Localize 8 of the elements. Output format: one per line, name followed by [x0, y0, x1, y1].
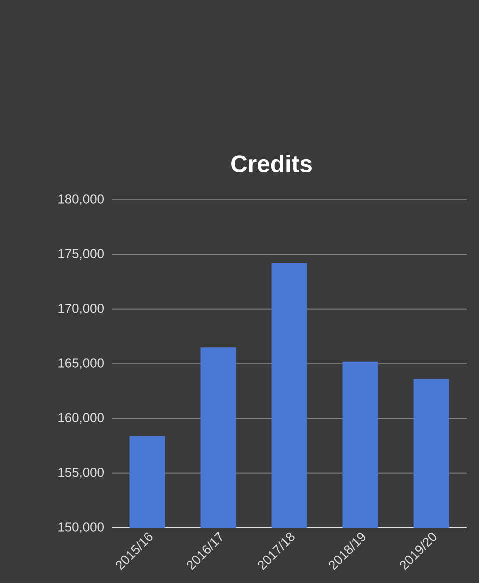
chart-title: Credits [232, 154, 312, 172]
y-tick-label: 150,000 [58, 522, 104, 534]
y-tick-label: 175,000 [58, 249, 104, 260]
y-tick-label: 155,000 [58, 468, 104, 479]
y-tick-label: 165,000 [58, 358, 104, 370]
y-tick-label: 170,000 [58, 304, 104, 315]
y-tick-label: 160,000 [58, 413, 104, 424]
y-tick-label: 180,000 [58, 194, 104, 206]
